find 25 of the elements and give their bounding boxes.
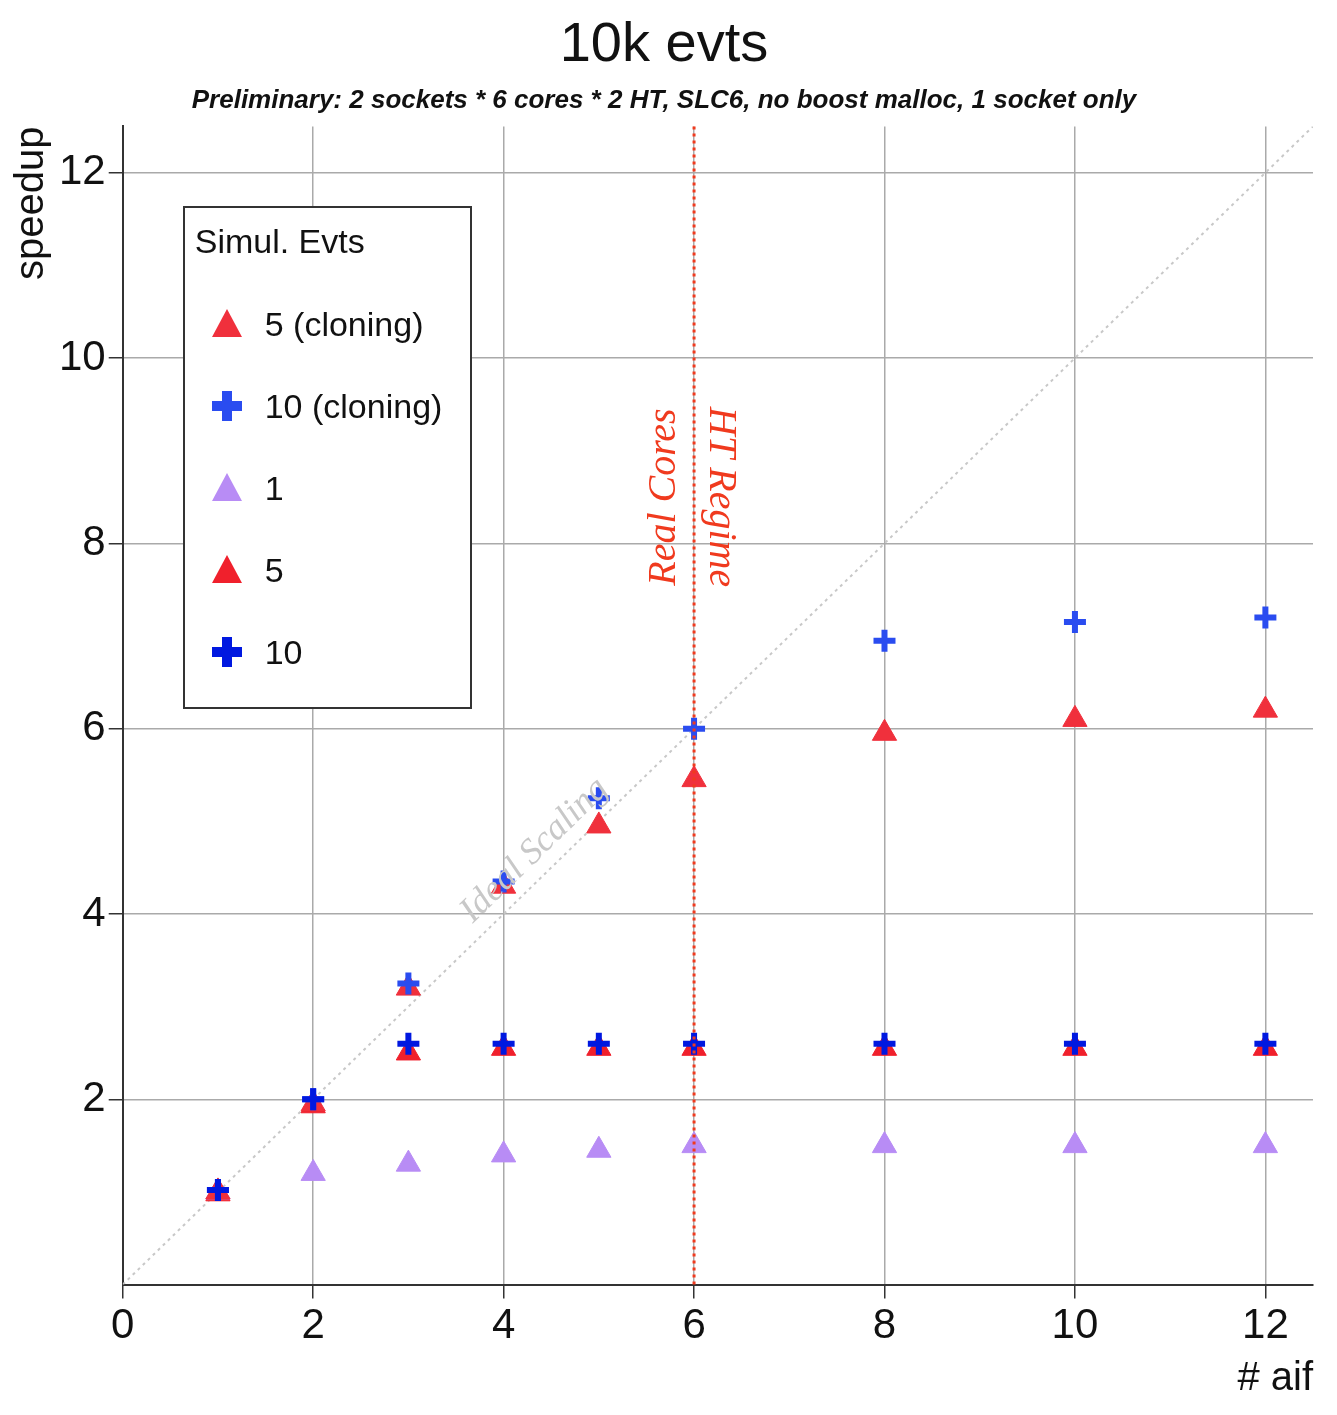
legend-label: 10 (cloning) (264, 386, 443, 426)
x-tick-label: 10 (1051, 1300, 1099, 1348)
y-tick-label: 8 (82, 516, 106, 564)
y-tick-label: 6 (82, 702, 106, 750)
y-tick-label: 10 (59, 331, 106, 379)
x-tick-label: 4 (491, 1300, 516, 1348)
y-tick-label: 4 (82, 887, 106, 935)
chart-title: 10k evts (559, 10, 769, 74)
legend-label: 5 (cloning) (264, 304, 424, 344)
legend-label: 1 (264, 468, 284, 508)
annotation: HT Regime (700, 405, 746, 588)
x-tick-label: 8 (872, 1300, 897, 1348)
x-tick-label: 12 (1242, 1300, 1289, 1348)
x-axis-title: # aif (1237, 1354, 1314, 1399)
y-tick-label: 2 (82, 1072, 106, 1120)
chart-subtitle: Preliminary: 2 sockets * 6 cores * 2 HT, SLC6, no boost malloc, 1 socket only (191, 83, 1138, 114)
x-tick-label: 2 (301, 1300, 325, 1348)
legend-title: Simul. Evts (194, 222, 366, 262)
y-axis-title: speedup (7, 126, 52, 280)
y-tick-label: 12 (59, 146, 106, 194)
legend-label: 10 (264, 632, 303, 672)
x-tick-label: 0 (111, 1300, 135, 1348)
x-tick-label: 6 (682, 1300, 706, 1348)
ref-line-label: Real Cores (638, 408, 684, 587)
legend-label: 5 (264, 550, 284, 590)
